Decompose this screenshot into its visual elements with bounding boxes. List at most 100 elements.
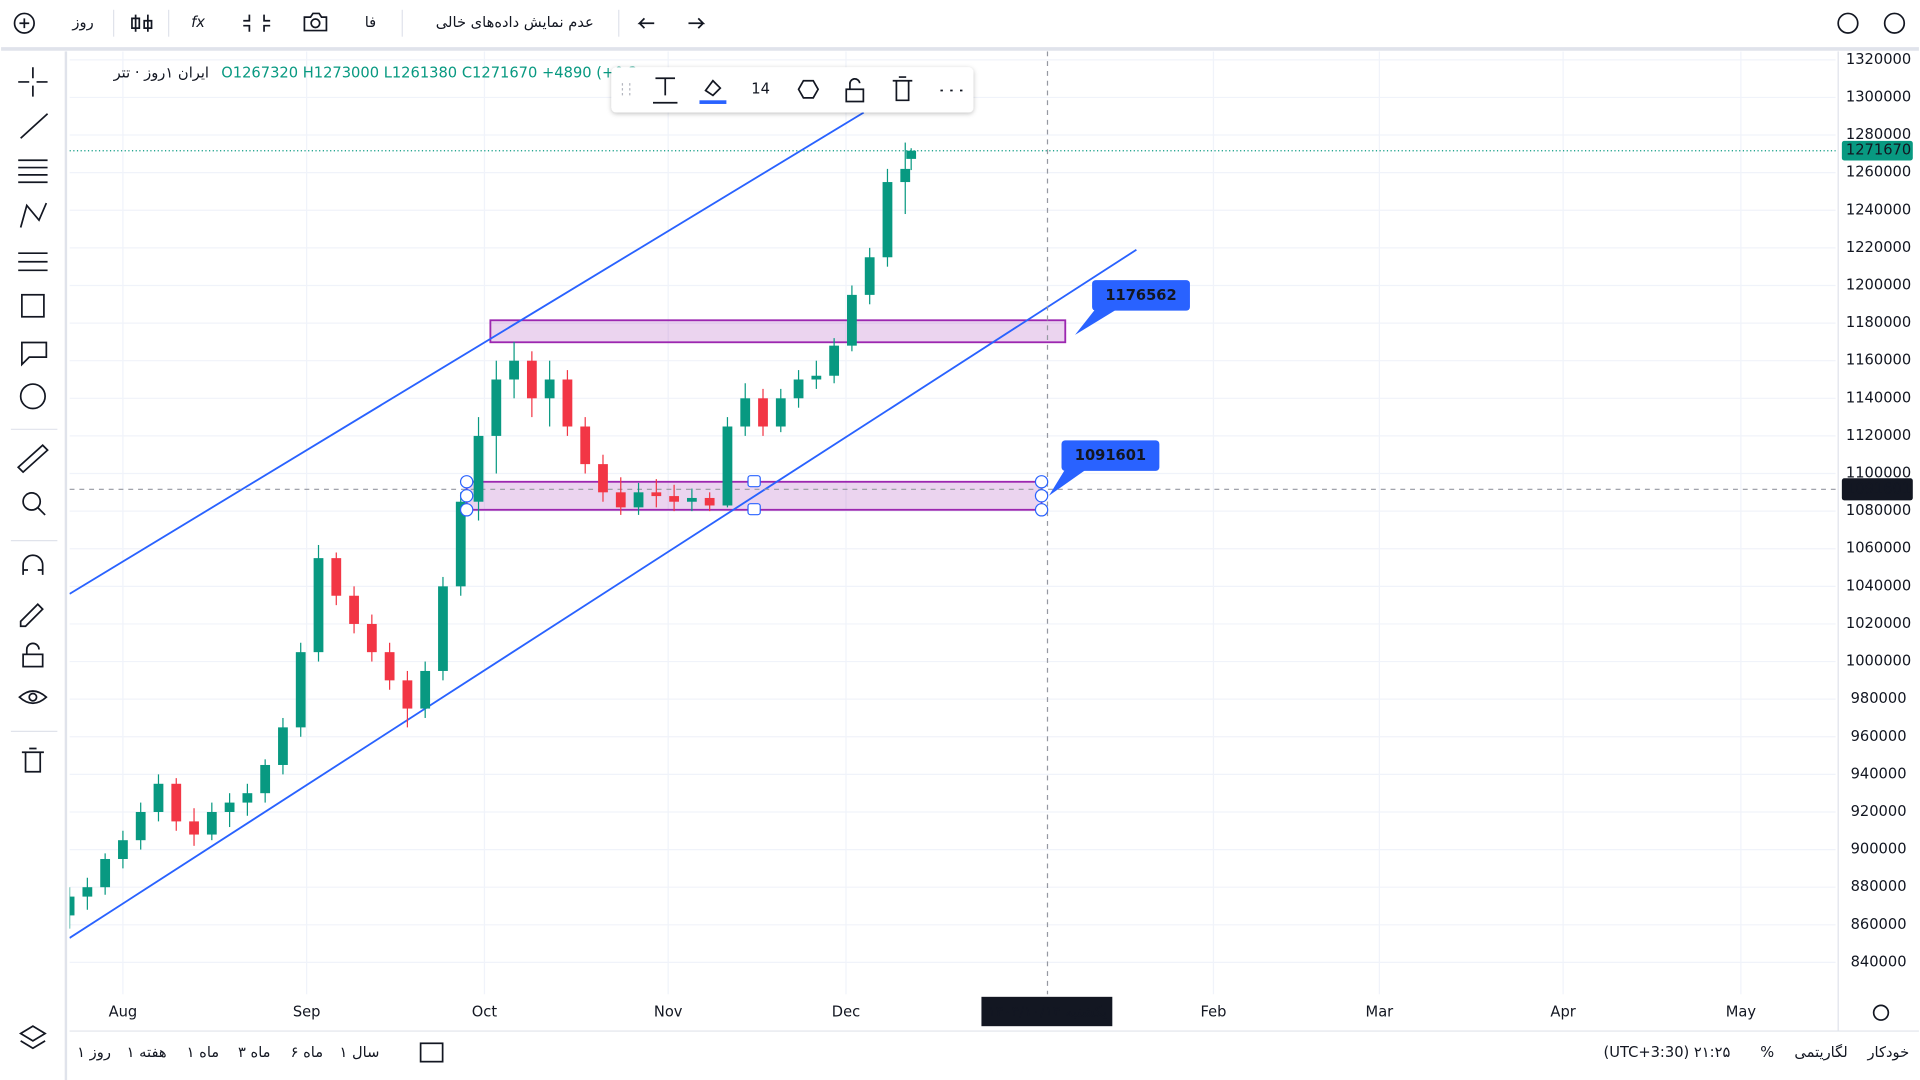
y-tick-label: 840000 — [1851, 953, 1907, 970]
resize-handle[interactable] — [459, 489, 474, 503]
settings-button[interactable] — [797, 79, 820, 99]
legend-ohlc: O1267320 H1273000 L1261380 C1271670 +489… — [221, 64, 637, 81]
emoji-tool[interactable] — [19, 383, 46, 410]
candle-body — [473, 435, 484, 502]
language-button[interactable]: فا — [365, 14, 376, 31]
callout-box[interactable] — [1092, 280, 1190, 311]
resize-handle[interactable] — [1034, 475, 1049, 489]
candle-body — [598, 464, 608, 493]
fib-tool[interactable] — [18, 159, 48, 184]
lock-tool[interactable] — [22, 653, 44, 668]
candle-body — [900, 168, 911, 183]
projection-tool[interactable] — [18, 252, 48, 272]
undo-button[interactable] — [637, 17, 655, 29]
candle-body — [100, 858, 111, 888]
range-button[interactable]: سال ۱ — [339, 1044, 379, 1061]
y-tick-label: 1200000 — [1846, 276, 1911, 293]
text-tool[interactable] — [21, 341, 48, 367]
magnet-tool[interactable] — [22, 554, 44, 575]
cursor-tool[interactable] — [18, 67, 48, 97]
symbol-title: ایران ۱روز · تتر — [113, 64, 209, 81]
candle-body — [758, 398, 768, 427]
shapes-tool[interactable] — [21, 293, 45, 318]
delete-tool[interactable] — [21, 747, 44, 773]
crosshair-date-label: یکشنبه ۱۴۰۴/۱۰/۱۴ — [988, 1004, 1107, 1021]
resize-handle[interactable] — [1034, 489, 1049, 503]
ruler-tool[interactable] — [16, 444, 49, 474]
left-toolbar — [10, 51, 68, 1080]
hide-tool[interactable] — [18, 690, 48, 705]
candle-body — [69, 896, 75, 916]
y-tick-label: 1160000 — [1846, 352, 1911, 369]
range-button[interactable]: هفته ۱ — [127, 1044, 167, 1061]
resize-handle[interactable] — [459, 475, 474, 489]
trend-line[interactable] — [69, 248, 1137, 939]
percent-toggle[interactable]: % — [1760, 1044, 1774, 1061]
candle-body — [906, 150, 917, 159]
range-button[interactable]: ماه ۳ — [238, 1044, 271, 1061]
y-tick-label: 920000 — [1851, 803, 1907, 820]
go-to-date-button[interactable] — [419, 1042, 444, 1063]
candle-body — [544, 379, 555, 399]
screenshot-button[interactable] — [303, 12, 328, 32]
y-tick-label: 1000000 — [1846, 653, 1911, 670]
candle-body — [438, 586, 448, 671]
fill-color-button[interactable] — [704, 79, 722, 97]
y-tick-label: 880000 — [1851, 878, 1907, 895]
zoom-tool[interactable] — [22, 492, 42, 511]
candle-body — [206, 811, 217, 835]
candle-body — [295, 652, 306, 728]
resize-handle[interactable] — [1034, 503, 1049, 517]
callout-label: 1176562 — [1105, 287, 1176, 304]
callout-box[interactable] — [1061, 440, 1160, 471]
resize-handle[interactable] — [747, 503, 761, 516]
pattern-tool[interactable] — [19, 202, 48, 228]
hide-empty-toggle[interactable]: عدم نمایش داده‌های خالی — [436, 14, 594, 31]
crosshair-price-badge — [1841, 478, 1913, 501]
lock-button[interactable] — [845, 88, 865, 103]
redo-button[interactable] — [688, 17, 706, 29]
candle-body — [366, 623, 377, 653]
alert-button[interactable] — [1837, 12, 1859, 34]
candle-body — [224, 802, 235, 812]
resize-handle[interactable] — [747, 475, 761, 488]
fullscreen-button[interactable] — [243, 14, 271, 32]
plot-area — [69, 51, 1836, 995]
x-tick-label: Sep — [293, 1004, 321, 1021]
candle-body — [135, 811, 146, 841]
trend-line[interactable] — [69, 111, 865, 595]
candle-body — [775, 398, 786, 427]
settings-button[interactable] — [1883, 12, 1906, 34]
text-color-button[interactable] — [653, 77, 678, 104]
delete-button[interactable] — [892, 76, 913, 102]
range-button[interactable]: ماه ۶ — [291, 1044, 324, 1061]
range-button[interactable]: روز ۱ — [77, 1044, 111, 1061]
font-size-button[interactable]: 14 — [751, 80, 770, 97]
candle-body — [491, 379, 502, 436]
candle-body — [278, 727, 288, 765]
resize-handle[interactable] — [459, 503, 474, 517]
interval-button[interactable]: روز — [71, 14, 93, 31]
candle-body — [864, 257, 875, 295]
trend-line-tool[interactable] — [20, 113, 49, 139]
indicators-button[interactable]: fx — [191, 14, 205, 31]
add-symbol-button[interactable] — [13, 12, 35, 34]
log-toggle[interactable]: لگاریتمی — [1794, 1043, 1847, 1061]
candle-body — [651, 492, 662, 497]
chart-type-button[interactable] — [131, 14, 153, 32]
crosshair-date-badge — [981, 996, 1113, 1027]
y-tick-label: 860000 — [1851, 916, 1907, 933]
auto-toggle[interactable]: خودکار — [1866, 1044, 1909, 1061]
x-tick-label: Dec — [832, 1004, 860, 1021]
last-price-badge — [1841, 140, 1913, 161]
price-zone[interactable] — [489, 319, 1067, 344]
draw-mode-tool[interactable] — [19, 603, 44, 628]
axis-settings-button[interactable] — [1872, 1004, 1890, 1021]
candle-body — [882, 182, 893, 258]
object-tree-button[interactable] — [18, 1025, 47, 1050]
y-tick-label: 1240000 — [1846, 201, 1911, 218]
range-button[interactable]: ماه ۱ — [187, 1044, 220, 1061]
clock: (UTC+3:30) ۲۱:۲۵ — [1604, 1044, 1731, 1061]
candle-body — [313, 558, 324, 653]
